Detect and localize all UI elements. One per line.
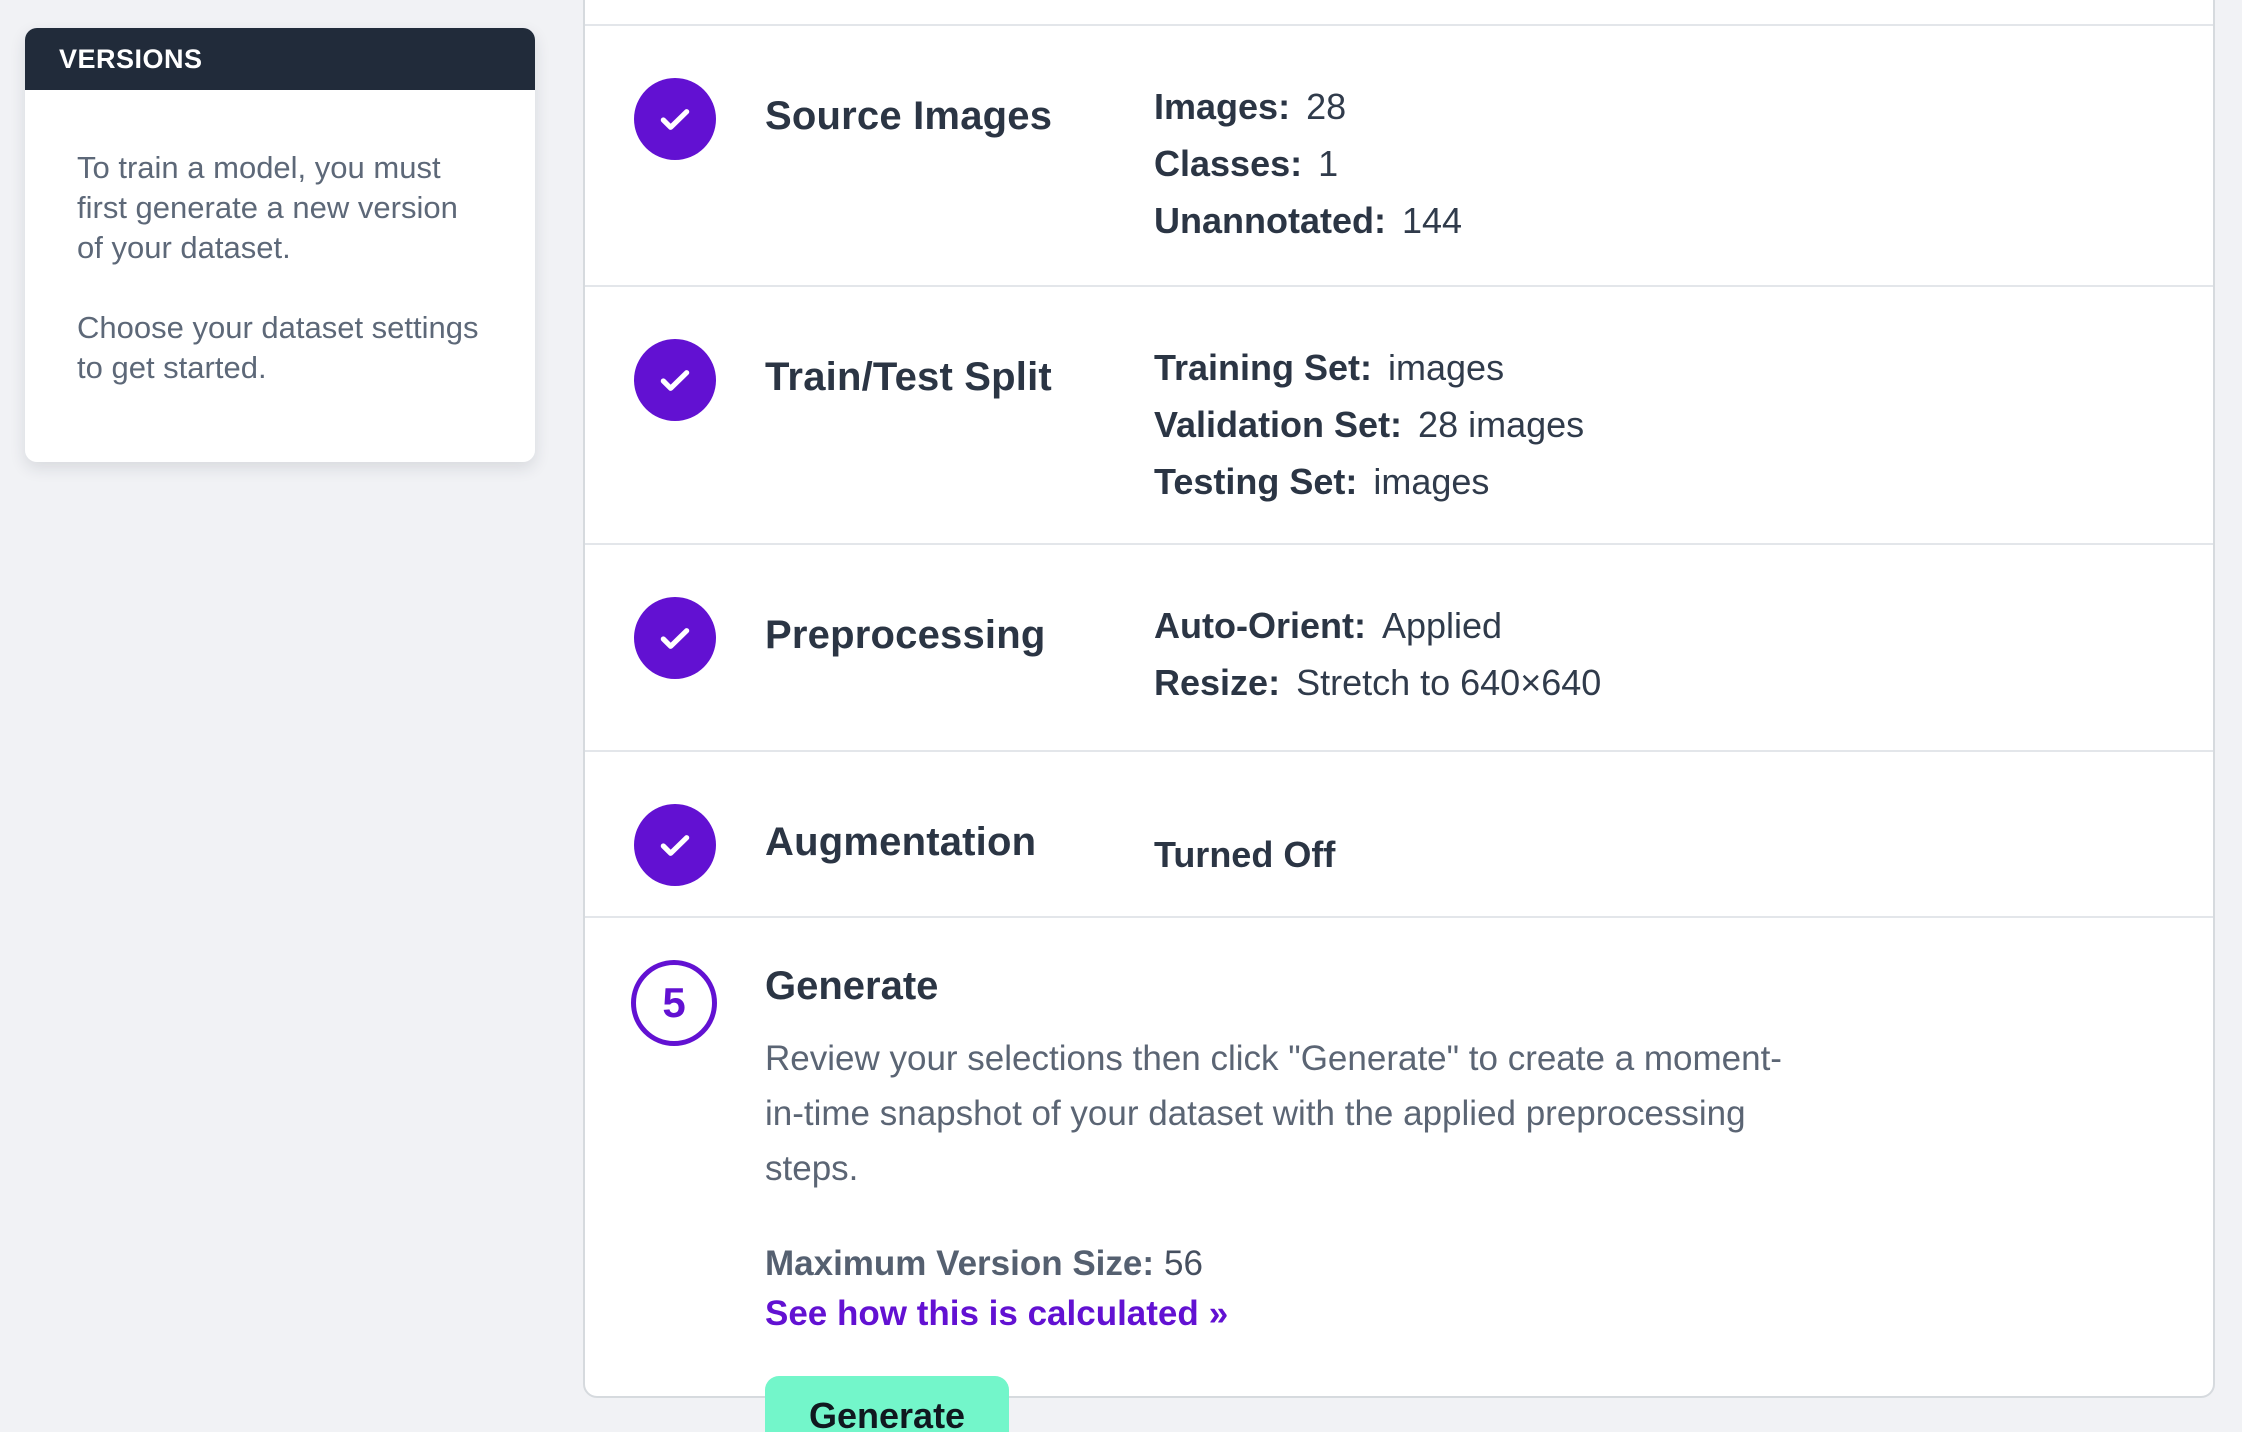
versions-help-text-2: Choose your dataset settings to get star… [77, 310, 479, 385]
stat-images: Images: 28 [1154, 86, 1347, 127]
check-icon [655, 618, 695, 658]
step-row-train-test-split[interactable]: Train/Test Split Training Set: images Val… [585, 287, 2213, 545]
versions-panel-header: VERSIONS [25, 28, 535, 90]
step-row-generate: 5 Generate Review your selections then c… [585, 918, 2213, 1432]
check-icon [655, 99, 695, 139]
step-row-source-images[interactable]: Source Images Images: 28 Classes: 1 Unanno… [585, 26, 2213, 287]
step-number: 5 [662, 979, 686, 1026]
step-stats-source-images: Images: 28 Classes: 1 Unannotated: 144 [1154, 78, 2173, 249]
step-complete-badge [634, 339, 716, 421]
step-title-generate: Generate [765, 964, 939, 1008]
step-title-train-test-split: Train/Test Split [765, 355, 1052, 399]
step-complete-badge [634, 804, 716, 886]
stat-auto-orient: Auto-Orient: Applied [1154, 605, 1503, 646]
step-complete-badge [634, 597, 716, 679]
versions-panel-body: To train a model, you must first generat… [25, 90, 535, 462]
step-row-preprocessing[interactable]: Preprocessing Auto-Orient: Applied Resize… [585, 545, 2213, 752]
see-how-calculated-link[interactable]: See how this is calculated» [765, 1294, 1229, 1333]
stat-testing-set: Testing Set: images [1154, 461, 1490, 502]
stat-training-set: Training Set: images [1154, 347, 1505, 388]
generate-description: Review your selections then click "Gener… [765, 1039, 1782, 1188]
generate-button[interactable]: Generate [765, 1376, 1010, 1432]
stat-augmentation-status: Turned Off [1154, 834, 1336, 875]
stat-unannotated: Unannotated: 144 [1154, 200, 1463, 241]
step-number-badge: 5 [631, 960, 717, 1046]
max-version-size-label: Maximum Version Size: [765, 1244, 1155, 1283]
check-icon [655, 360, 695, 400]
check-icon [655, 825, 695, 865]
stat-validation-set: Validation Set: 28 images [1154, 404, 1585, 445]
versions-panel-title: VERSIONS [59, 43, 203, 74]
step-stats-augmentation: Turned Off [1154, 826, 2173, 883]
stat-resize: Resize: Stretch to 640×640 [1154, 662, 1602, 703]
step-title-preprocessing: Preprocessing [765, 613, 1046, 657]
stat-classes: Classes: 1 [1154, 143, 1339, 184]
max-version-size-value: 56 [1164, 1244, 1203, 1283]
step-stats-train-test-split: Training Set: images Validation Set: 28 im… [1154, 339, 2173, 510]
step-complete-badge [634, 78, 716, 160]
step-title-source-images: Source Images [765, 94, 1053, 138]
panel-top-strip [585, 0, 2213, 26]
step-title-augmentation: Augmentation [765, 820, 1037, 864]
versions-panel: VERSIONS To train a model, you must firs… [25, 28, 535, 462]
step-stats-preprocessing: Auto-Orient: Applied Resize: Stretch to 64… [1154, 597, 2173, 711]
generate-content: Generate Review your selections then cli… [765, 960, 2173, 1432]
max-version-size: Maximum Version Size: 56 [765, 1244, 2173, 1284]
versions-help-text-1: To train a model, you must first generat… [77, 150, 458, 265]
generate-version-panel: Source Images Images: 28 Classes: 1 Unanno… [583, 0, 2215, 1432]
double-chevron-right-icon: » [1208, 1294, 1229, 1333]
step-row-augmentation[interactable]: Augmentation Turned Off [585, 752, 2213, 918]
